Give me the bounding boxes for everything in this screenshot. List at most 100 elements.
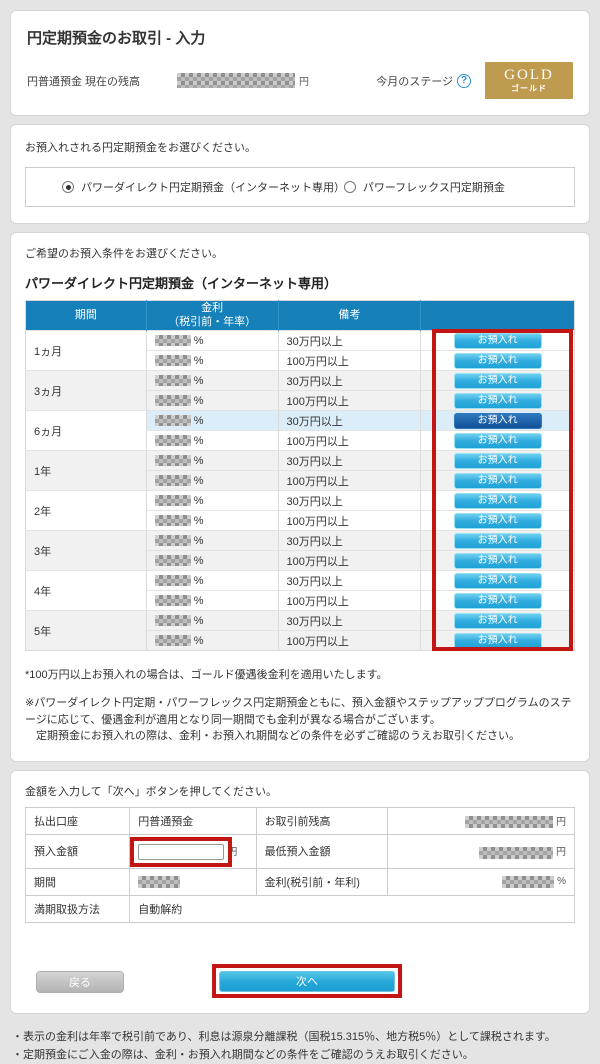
rate-table-row: % 100万円以上 お預入れ — [26, 350, 575, 371]
period-cell: 2年 — [25, 490, 147, 531]
deposit-button-cell: お預入れ — [420, 610, 575, 631]
column-header-rate-line2: （税引前・年率） — [168, 315, 257, 328]
column-header-rate: 金利 （税引前・年率） — [146, 300, 279, 331]
period-cell: 3年 — [25, 530, 147, 571]
period-cell: 3ヵ月 — [25, 370, 147, 411]
stage-label: 今月のステージ — [376, 75, 453, 88]
min-deposit-value: 円 — [387, 833, 575, 869]
rate-cell: % — [145, 450, 279, 471]
deposit-button[interactable]: お預入れ — [453, 552, 542, 569]
rate-table-row: 2年% 30万円以上 お預入れ — [25, 490, 575, 531]
question-circle-icon[interactable]: ? — [457, 73, 471, 88]
deposit-button-cell: お預入れ — [420, 490, 575, 511]
button-row: 戻る 次へ — [25, 963, 575, 998]
deposit-button[interactable]: お預入れ — [453, 512, 542, 529]
deposit-button-cell: お預入れ — [420, 370, 575, 391]
column-header-period: 期間 — [25, 300, 147, 331]
masked-pre-balance-value — [465, 816, 553, 829]
deposit-button[interactable]: お預入れ — [453, 352, 542, 369]
rate-table-header-row: 期間 金利 （税引前・年率） 備考 — [25, 300, 575, 331]
masked-rate-value — [154, 535, 191, 547]
deposit-button[interactable]: お預入れ — [453, 332, 542, 349]
rate-table-row: 6ヵ月% 30万円以上 お預入れ — [25, 410, 575, 451]
deposit-button[interactable]: お預入れ — [453, 372, 542, 389]
rate-cell: % — [145, 610, 279, 631]
remark-cell: 100万円以上 — [277, 550, 421, 571]
radio-icon[interactable] — [62, 181, 74, 193]
period-cell: 4年 — [25, 570, 147, 611]
radio-option-power-direct[interactable]: パワーダイレクト円定期預金（インターネット専用） — [26, 179, 345, 195]
pre-balance-value: 円 — [387, 806, 575, 835]
masked-balance-value — [177, 73, 295, 88]
deposit-amount-cell: 円 — [129, 833, 257, 869]
entry-row-account: 払出口座 円普通預金 お取引前残高 円 — [24, 806, 575, 835]
deposit-button[interactable]: お預入れ — [453, 612, 542, 629]
remark-cell: 30万円以上 — [277, 570, 421, 591]
radio-icon[interactable] — [343, 181, 356, 193]
remark-cell: 100万円以上 — [277, 510, 421, 531]
deposit-button[interactable]: お預入れ — [453, 532, 542, 549]
deposit-button[interactable]: お預入れ — [453, 492, 542, 509]
amount-input-wrap — [130, 836, 233, 867]
rate-table-row: 3ヵ月% 30万円以上 お預入れ — [25, 370, 575, 411]
footer-note: ・表示の金利は年率で税引前であり、利息は源泉分離課税（国税15.315％、地方税… — [12, 1030, 556, 1043]
rate-cell: % — [145, 550, 279, 571]
deposit-amount-label: 預入金額 — [24, 833, 131, 869]
conditions-instruction: ご希望のお預入条件をお選びください。 — [25, 248, 223, 260]
back-button[interactable]: 戻る — [36, 970, 124, 993]
amount-input[interactable] — [138, 843, 225, 860]
deposit-button[interactable]: お預入れ — [453, 392, 542, 409]
deposit-button[interactable]: お預入れ — [453, 572, 542, 589]
entry-card: 金額を入力して「次へ」ボタンを押してください。 払出口座 円普通預金 お取引前残… — [10, 769, 590, 1014]
deposit-button[interactable]: お預入れ — [453, 632, 542, 649]
entry-row-maturity: 満期取扱方法 自動解約 — [24, 894, 575, 923]
rate-value: % — [387, 867, 575, 896]
conditions-note-2: ※パワーダイレクト円定期・パワーフレックス円定期預金ともに、預入金額やステップア… — [25, 697, 572, 726]
rate-cell: % — [145, 330, 279, 351]
deposit-button-cell: お預入れ — [420, 430, 575, 451]
deposit-button[interactable]: お預入れ — [453, 592, 542, 609]
conditions-card: ご希望のお預入条件をお選びください。 パワーダイレクト円定期預金（インターネット… — [10, 232, 590, 762]
deposit-button[interactable]: お預入れ — [453, 452, 542, 469]
rate-table: 期間 金利 （税引前・年率） 備考 1ヵ月% 30万円以上 お預入れ% 100万円以上… — [25, 300, 575, 651]
remark-cell: 100万円以上 — [277, 430, 421, 451]
rate-table-row: 5年% 30万円以上 お預入れ — [25, 610, 575, 651]
next-button[interactable]: 次へ — [219, 970, 396, 992]
masked-rate-value — [154, 395, 191, 407]
masked-rate-value — [154, 595, 191, 607]
deposit-button[interactable]: お預入れ — [453, 432, 542, 449]
deposit-button[interactable]: お預入れ — [453, 412, 542, 429]
rate-table-row: 4年% 30万円以上 お預入れ — [25, 570, 575, 611]
masked-rate-value — [502, 875, 555, 888]
stage-badge: GOLD ゴールド — [485, 62, 573, 99]
stage-area: 今月のステージ ? GOLD ゴールド — [376, 62, 573, 99]
remark-cell: 30万円以上 — [277, 330, 421, 351]
product-select-instruction: お預入れされる円定期預金をお選びください。 — [25, 142, 256, 154]
remark-cell: 30万円以上 — [277, 530, 421, 551]
masked-rate-value — [154, 435, 191, 447]
radio-option-power-flex[interactable]: パワーフレックス円定期預金 — [343, 179, 505, 195]
footer-note: ・定期預金にご入金の際は、金利・お預入れ期間などの条件をご確認のうえお取引くださ… — [12, 1048, 474, 1061]
payout-account-label: 払出口座 — [24, 806, 131, 835]
page-title: 円定期預金のお取引 - 入力 — [27, 30, 206, 47]
masked-rate-value — [154, 575, 191, 587]
rate-table-row: % 100万円以上 お預入れ — [26, 470, 575, 491]
deposit-button-cell: お預入れ — [420, 470, 575, 491]
deposit-button-cell: お預入れ — [420, 510, 575, 531]
rate-unit: % — [557, 876, 566, 888]
rate-cell: % — [145, 490, 279, 511]
pre-balance-label: お取引前残高 — [255, 806, 389, 835]
entry-table: 払出口座 円普通預金 お取引前残高 円 預入金額 円 最低預入金額 円 期間 — [24, 806, 575, 923]
balance-label: 円普通預金 現在の残高 — [27, 75, 141, 88]
deposit-button[interactable]: お預入れ — [453, 472, 542, 489]
masked-period-value — [138, 875, 181, 888]
masked-rate-value — [154, 615, 191, 627]
rate-cell: % — [145, 530, 279, 551]
radio-option-label: パワーダイレクト円定期預金（インターネット専用） — [81, 182, 345, 194]
deposit-button-cell: お預入れ — [420, 550, 575, 571]
period-label: 期間 — [24, 867, 131, 896]
column-header-rate-line1: 金利 — [201, 301, 224, 314]
rate-cell: % — [145, 510, 279, 531]
deposit-button-cell: お預入れ — [420, 590, 575, 611]
masked-rate-value — [154, 555, 191, 567]
